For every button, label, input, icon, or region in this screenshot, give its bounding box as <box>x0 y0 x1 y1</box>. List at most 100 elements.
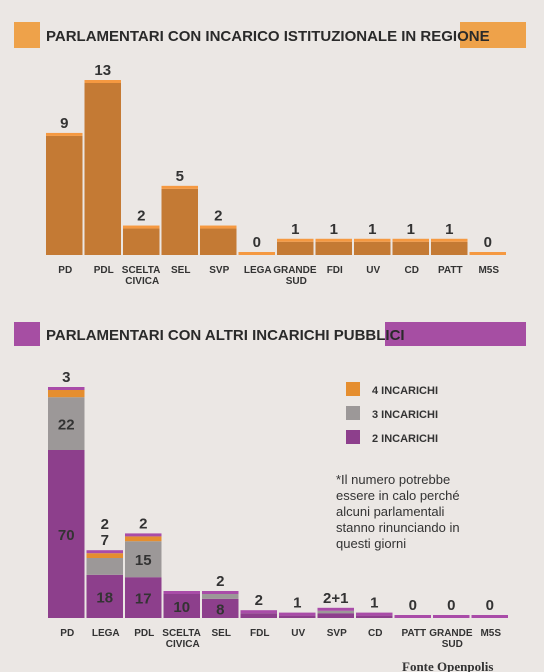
bar-segment <box>125 536 162 542</box>
bar-segment <box>48 450 85 618</box>
bar-top <box>433 615 470 618</box>
x-tick-label: FDI <box>327 265 343 276</box>
bar-top <box>356 612 393 616</box>
value-label: 1 <box>330 221 338 238</box>
bar-top <box>354 238 391 242</box>
bar <box>46 135 83 255</box>
value-label: 10 <box>173 599 190 616</box>
bar-segment <box>86 553 123 558</box>
legend-swatch <box>346 430 360 444</box>
chart-title: PARLAMENTARI CON ALTRI INCARICHI PUBBLIC… <box>46 327 405 344</box>
bar-top <box>315 238 352 242</box>
annotation: 2+1 <box>323 590 348 607</box>
bar <box>392 241 429 255</box>
bar-top <box>125 533 162 537</box>
value-label: 2 <box>216 573 224 590</box>
value-label: 1 <box>293 595 301 612</box>
bar-top <box>163 591 200 594</box>
value-label: 2 <box>137 208 145 225</box>
bar <box>161 188 198 255</box>
bar-segment <box>86 574 123 618</box>
bar-segment <box>240 613 277 618</box>
x-tick-label: PATT <box>438 265 463 276</box>
x-tick-label: GRANDE SUD <box>429 628 475 650</box>
x-tick-label: FDL <box>250 628 269 639</box>
value-label: 1 <box>407 221 415 238</box>
value-label: 17 <box>135 591 152 608</box>
value-label: 5 <box>176 168 184 185</box>
bar-segment <box>125 577 162 618</box>
value-label: 2 <box>214 208 222 225</box>
value-label: 1 <box>370 595 378 612</box>
value-label: 3 <box>62 369 70 386</box>
bar-segment <box>125 541 162 578</box>
source: Fonte Openpolis <box>402 659 493 672</box>
legend-swatch <box>346 382 360 396</box>
bar-segment <box>163 594 200 618</box>
title-box <box>40 322 385 346</box>
title-box <box>40 22 460 48</box>
value-label: 70 <box>58 527 75 544</box>
bar-top <box>469 252 506 255</box>
x-tick-label: UV <box>366 265 380 276</box>
value-label: 8 <box>216 601 224 618</box>
bar-segment <box>279 615 316 618</box>
legend-label: 3 INCARICHI <box>372 409 438 421</box>
x-tick-label: UV <box>291 628 305 639</box>
bar-segment <box>202 598 239 618</box>
x-tick-label: SCELTA CIVICA <box>122 265 163 287</box>
bar-segment <box>48 390 85 398</box>
bar-top <box>48 387 85 390</box>
bar-top <box>202 591 239 594</box>
bar <box>200 228 237 255</box>
legend-swatch <box>346 406 360 420</box>
bar-top <box>86 550 123 554</box>
bar-top <box>431 238 468 242</box>
value-label: 1 <box>445 221 453 238</box>
bar-top <box>84 80 121 83</box>
value-label: 0 <box>447 597 455 614</box>
bar <box>277 241 314 255</box>
bar-top <box>46 132 83 136</box>
bar-segment <box>48 397 85 450</box>
value-label: 2 <box>101 516 109 533</box>
bar-top <box>200 225 237 229</box>
x-tick-label: M5S <box>480 628 501 639</box>
bar-top <box>161 185 198 189</box>
value-label: 0 <box>409 597 417 614</box>
value-label: 18 <box>96 589 113 606</box>
x-tick-label: CD <box>368 628 382 639</box>
bar <box>431 241 468 255</box>
legend-label: 2 INCARICHI <box>372 433 438 445</box>
x-tick-label: SVP <box>209 265 229 276</box>
chart-title: PARLAMENTARI CON INCARICO ISTITUZIONALE … <box>46 28 490 45</box>
x-tick-label: GRANDE SUD <box>273 265 319 287</box>
bar-top <box>279 612 316 616</box>
bar-top <box>392 238 429 242</box>
bar <box>84 83 121 255</box>
bar-top <box>123 225 160 229</box>
value-label: 13 <box>94 62 111 79</box>
legend-label: 4 INCARICHI <box>372 385 438 397</box>
bar-top <box>238 252 275 255</box>
value-label: 9 <box>60 115 68 132</box>
x-tick-label: SEL <box>212 628 231 639</box>
value-label: 0 <box>484 234 492 251</box>
x-tick-label: CD <box>405 265 419 276</box>
bar-top <box>317 607 354 611</box>
note: *Il numero potrebbe essere in calo perch… <box>336 472 463 551</box>
value-label: 2 <box>139 515 147 532</box>
bar-segment <box>317 613 354 618</box>
x-tick-label: SCELTA CIVICA <box>162 628 203 650</box>
bar-segment <box>317 610 354 614</box>
value-label: 1 <box>368 221 376 238</box>
value-label: 15 <box>135 552 152 569</box>
x-tick-label: PATT <box>401 628 426 639</box>
value-label: 22 <box>58 417 75 434</box>
x-tick-label: SEL <box>171 265 190 276</box>
bar-top <box>240 610 277 614</box>
bar-segment <box>356 615 393 618</box>
bar-top <box>471 615 508 618</box>
x-tick-label: PD <box>60 628 74 639</box>
